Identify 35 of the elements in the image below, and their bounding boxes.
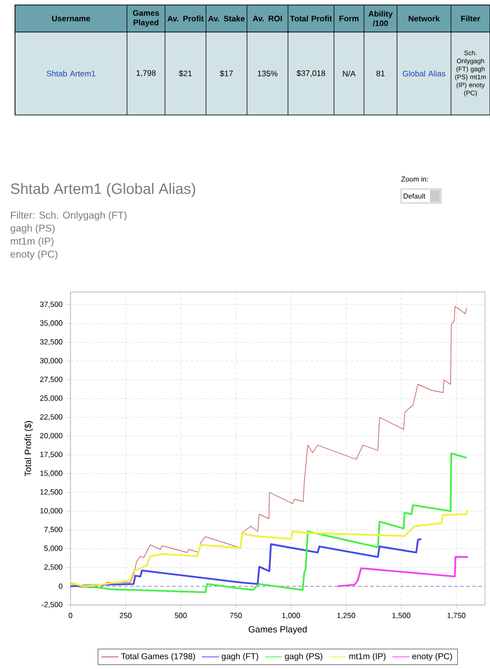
text: mt1m (IP) xyxy=(10,237,54,247)
chart-subtitle: Filter: Sch. Onlygagh (FT) xyxy=(11,211,126,221)
chart-title: Shtab Artem1 (Global Alias) xyxy=(10,183,196,197)
text: gagh (PS) xyxy=(10,224,55,234)
text: Ability /100 xyxy=(368,10,393,26)
legend-label: enoty (PC) xyxy=(412,653,452,661)
text: 1,798 xyxy=(136,70,156,77)
text: Global Alias xyxy=(402,70,446,76)
text: 135% xyxy=(258,70,278,76)
line-series xyxy=(70,508,468,588)
text: enoty (PC) xyxy=(10,250,58,260)
text: N/A xyxy=(342,70,356,76)
text: $37,018 xyxy=(296,70,326,77)
legend-label: mt1m (IP) xyxy=(349,653,386,661)
legend-label: Total Games (1798) xyxy=(121,653,195,661)
text: Form xyxy=(340,16,359,22)
text: Total Profit xyxy=(290,16,332,22)
legend-label: gagh (FT) xyxy=(222,653,258,661)
text: Filter xyxy=(461,16,480,22)
legend-label: gagh (PS) xyxy=(284,653,322,661)
text: 81 xyxy=(376,70,385,76)
line-series xyxy=(336,556,469,588)
x-axis-title: Games Played xyxy=(248,626,307,634)
text: $17 xyxy=(220,70,233,77)
text: Username xyxy=(52,16,90,22)
text: Shtab Artem1 xyxy=(46,70,96,76)
line-series xyxy=(70,452,468,594)
text: Network xyxy=(408,16,440,22)
text: Games Played xyxy=(132,10,160,27)
text: Av. ROI xyxy=(252,16,282,22)
y-axis-title: Total Profit ($) xyxy=(24,421,33,476)
text: Av. Profit xyxy=(167,16,204,22)
text: $21 xyxy=(178,70,192,77)
text: Av. Stake xyxy=(208,16,245,22)
line-series xyxy=(70,538,422,588)
